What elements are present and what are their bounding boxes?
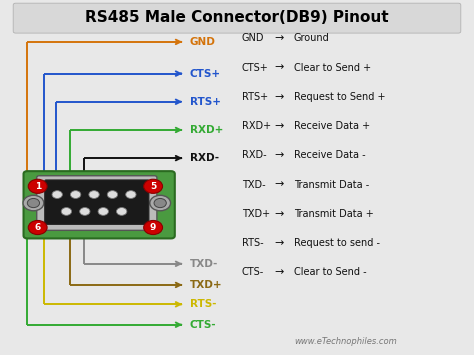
Text: →: →: [275, 33, 284, 43]
Text: RTS+: RTS+: [242, 92, 268, 102]
Text: GND: GND: [242, 33, 264, 43]
Text: 6: 6: [35, 223, 41, 232]
Text: Transmit Data -: Transmit Data -: [293, 180, 369, 190]
FancyBboxPatch shape: [36, 176, 157, 230]
Text: GND: GND: [190, 37, 216, 47]
FancyBboxPatch shape: [45, 180, 149, 224]
Text: →: →: [275, 121, 284, 131]
Text: →: →: [275, 92, 284, 102]
Circle shape: [27, 198, 39, 208]
Text: →: →: [275, 267, 284, 277]
Text: 9: 9: [150, 223, 156, 232]
Text: CTS-: CTS-: [242, 267, 264, 277]
Text: www.eTechnophiles.com: www.eTechnophiles.com: [294, 337, 397, 346]
Text: TXD+: TXD+: [190, 280, 222, 290]
Text: →: →: [275, 180, 284, 190]
Text: RXD+: RXD+: [190, 125, 223, 135]
Circle shape: [98, 208, 109, 215]
Text: RS485 Male Connector(DB9) Pinout: RS485 Male Connector(DB9) Pinout: [85, 10, 389, 25]
Text: Transmit Data +: Transmit Data +: [293, 209, 374, 219]
Text: RTS-: RTS-: [242, 238, 264, 248]
FancyBboxPatch shape: [13, 3, 461, 33]
Circle shape: [28, 220, 47, 235]
Circle shape: [61, 208, 72, 215]
Text: →: →: [275, 238, 284, 248]
Text: Ground: Ground: [293, 33, 329, 43]
Circle shape: [71, 191, 81, 198]
Text: RTS+: RTS+: [190, 97, 221, 107]
Text: Receive Data -: Receive Data -: [293, 150, 365, 160]
Text: →: →: [275, 62, 284, 73]
Circle shape: [89, 191, 99, 198]
Text: Request to send -: Request to send -: [293, 238, 380, 248]
Text: CTS-: CTS-: [190, 320, 217, 330]
Text: Receive Data +: Receive Data +: [293, 121, 370, 131]
Text: Request to Send +: Request to Send +: [293, 92, 385, 102]
Text: Clear to Send +: Clear to Send +: [293, 62, 371, 73]
Circle shape: [23, 195, 44, 211]
Circle shape: [80, 208, 90, 215]
Text: Clear to Send -: Clear to Send -: [293, 267, 366, 277]
Text: CTS+: CTS+: [190, 69, 221, 78]
Circle shape: [126, 191, 136, 198]
Circle shape: [28, 179, 47, 193]
Text: →: →: [275, 150, 284, 160]
Text: 5: 5: [150, 182, 156, 191]
Circle shape: [150, 195, 171, 211]
Circle shape: [52, 191, 63, 198]
Text: RXD-: RXD-: [242, 150, 266, 160]
Text: CTS+: CTS+: [242, 62, 268, 73]
Text: 1: 1: [35, 182, 41, 191]
Circle shape: [154, 198, 166, 208]
Circle shape: [144, 220, 163, 235]
FancyBboxPatch shape: [24, 171, 175, 239]
Text: RXD-: RXD-: [190, 153, 219, 163]
Text: TXD+: TXD+: [242, 209, 270, 219]
Circle shape: [144, 179, 163, 193]
Text: TXD-: TXD-: [242, 180, 265, 190]
Text: TXD-: TXD-: [190, 259, 218, 269]
Text: RTS-: RTS-: [190, 299, 216, 309]
Text: RXD+: RXD+: [242, 121, 271, 131]
Circle shape: [107, 191, 118, 198]
Text: →: →: [275, 209, 284, 219]
Circle shape: [117, 208, 127, 215]
